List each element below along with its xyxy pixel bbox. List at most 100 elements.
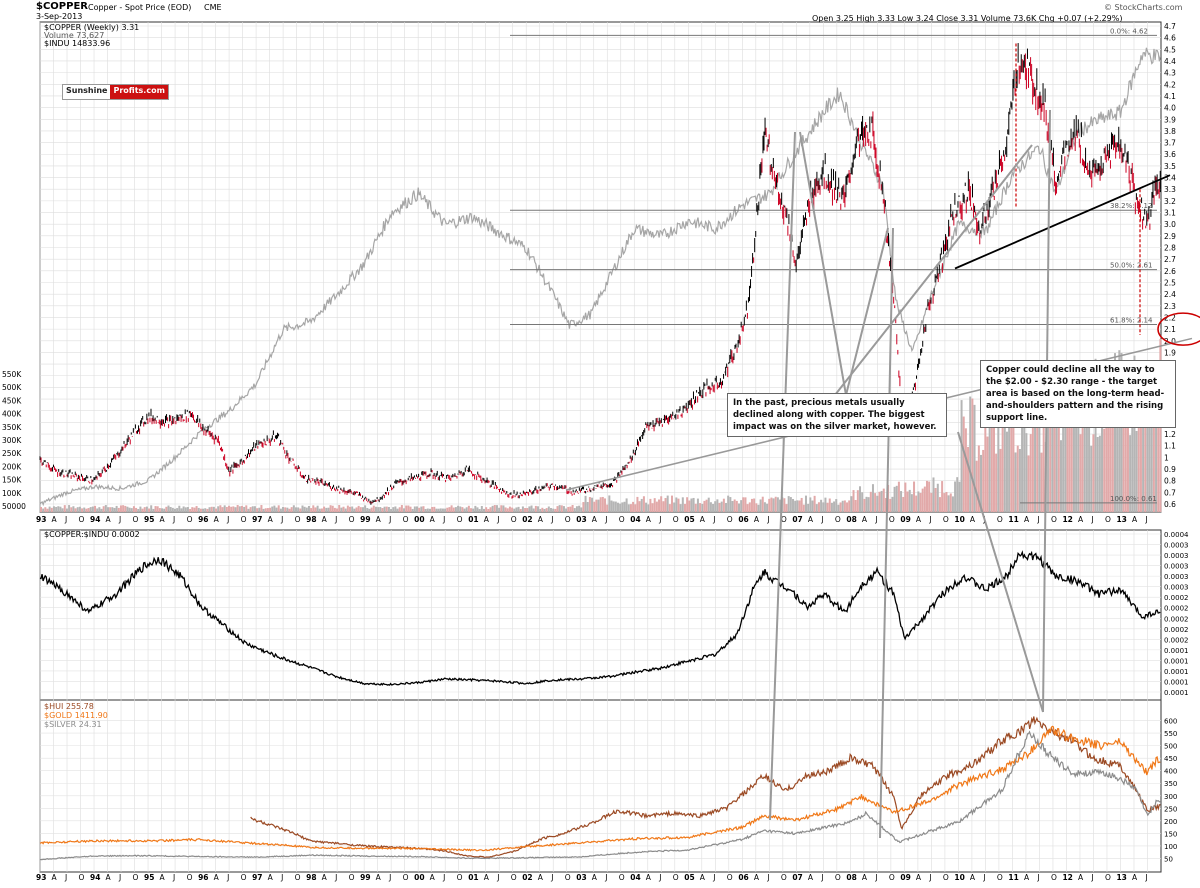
- volume-bar: [223, 505, 226, 512]
- volume-bar: [662, 501, 665, 512]
- x-tick-label-bottom: J: [64, 873, 67, 882]
- volume-bar: [720, 501, 723, 512]
- volume-bar: [763, 502, 766, 512]
- volume-bar: [48, 506, 51, 512]
- volume-bar: [366, 507, 369, 512]
- volume-bar: [277, 505, 280, 512]
- volume-bar: [459, 506, 462, 512]
- volume-bar: [943, 493, 946, 512]
- ratio-tick-label: 0.0003: [1164, 542, 1189, 550]
- volume-bar: [1018, 448, 1021, 512]
- x-tick-label-bottom: A: [754, 873, 760, 882]
- y-tick-label: 1.9: [1164, 348, 1176, 357]
- volume-bar: [91, 506, 94, 512]
- pm-tick-label: 500: [1164, 743, 1177, 751]
- volume-bar: [1122, 376, 1125, 512]
- volume-bar: [980, 454, 983, 512]
- volume-bar: [189, 508, 192, 512]
- ratio-tick-label: 0.0003: [1164, 552, 1189, 560]
- ratio-tick-label: 0.0001: [1164, 647, 1189, 655]
- volume-bar: [863, 498, 866, 512]
- volume-bar: [333, 507, 336, 512]
- volume-bar: [817, 502, 820, 512]
- x-tick-label-top: A: [1132, 515, 1138, 524]
- volume-bar: [539, 508, 542, 512]
- volume-bar: [1075, 371, 1078, 512]
- volume-bar: [614, 501, 617, 512]
- volume-bar: [413, 506, 416, 512]
- volume-bar: [284, 507, 287, 512]
- volume-bar: [688, 500, 691, 512]
- x-tick-label-bottom: O: [295, 873, 301, 882]
- volume-bar: [664, 498, 667, 512]
- volume-bar: [1064, 373, 1067, 512]
- volume-bar: [1103, 428, 1106, 512]
- x-tick-label-top: A: [322, 515, 328, 524]
- volume-bar: [824, 497, 827, 512]
- x-tick-label-bottom: O: [1105, 873, 1111, 882]
- volume-bar: [960, 400, 963, 512]
- volume-bar: [1023, 383, 1026, 512]
- volume-bar: [714, 501, 717, 512]
- chart-date: 3-Sep-2013: [36, 12, 83, 21]
- y-tick-label: 2.7: [1164, 255, 1176, 264]
- ratio-tick-label: 0.0002: [1164, 626, 1189, 634]
- volume-bar: [1036, 416, 1039, 512]
- volume-bar: [104, 505, 107, 512]
- volume-bar: [757, 504, 760, 512]
- x-tick-label-bottom: O: [727, 873, 733, 882]
- volume-bar: [115, 505, 118, 512]
- volume-bar: [478, 509, 481, 512]
- volume-bar: [675, 497, 678, 512]
- volume-bar: [1031, 391, 1034, 512]
- volume-bar: [1148, 391, 1151, 512]
- y-tick-label: 2.0: [1164, 337, 1176, 346]
- volume-bar: [774, 496, 777, 512]
- volume-bar: [964, 428, 967, 512]
- volume-bar: [809, 497, 812, 512]
- volume-bar: [871, 484, 874, 512]
- y-tick-label: 2.9: [1164, 232, 1176, 241]
- volume-bar: [815, 504, 818, 512]
- volume-bar: [452, 507, 455, 512]
- y-tick-label: 2.2: [1164, 313, 1176, 322]
- x-tick-label-bottom: A: [808, 873, 814, 882]
- x-tick-label-top: A: [214, 515, 220, 524]
- volume-bar: [141, 508, 144, 512]
- volume-bar: [297, 507, 300, 512]
- x-tick-label-bottom: O: [1051, 873, 1057, 882]
- volume-bar: [854, 499, 857, 512]
- volume-bar: [65, 508, 68, 512]
- volume-bar: [807, 503, 810, 512]
- volume-bar: [286, 507, 289, 512]
- volume-bar: [273, 505, 276, 512]
- volume-tick-label: 150K: [2, 476, 22, 485]
- volume-bar: [320, 508, 323, 512]
- x-tick-label-top: A: [268, 515, 274, 524]
- x-tick-label-top: O: [1105, 515, 1111, 524]
- volume-bar: [485, 507, 488, 512]
- volume-bar: [835, 499, 838, 512]
- x-tick-label-bottom: J: [658, 873, 661, 882]
- y-tick-label: 0.9: [1164, 465, 1176, 474]
- x-tick-label-top: A: [538, 515, 544, 524]
- x-tick-label-top: A: [592, 515, 598, 524]
- volume-bar: [766, 503, 769, 512]
- x-tick-label-top: 03: [576, 515, 586, 524]
- x-tick-label-top: A: [808, 515, 814, 524]
- volume-bar: [904, 482, 907, 512]
- x-tick-label-top: 97: [252, 515, 262, 524]
- ohlc-readout: Open 3.25 High 3.33 Low 3.24 Close 3.31 …: [812, 14, 1123, 23]
- volume-bar: [846, 502, 849, 512]
- volume-bar: [524, 508, 527, 512]
- x-tick-label-top: O: [889, 515, 895, 524]
- volume-bar: [923, 486, 926, 512]
- volume-bar: [506, 508, 509, 512]
- volume-bar: [403, 508, 406, 512]
- legend-copper: $COPPER (Weekly) 3.31: [44, 23, 140, 32]
- volume-bar: [251, 506, 254, 512]
- volume-bar: [489, 507, 492, 512]
- x-tick-label-bottom: J: [226, 873, 229, 882]
- x-tick-label-top: O: [511, 515, 517, 524]
- volume-bar: [1085, 423, 1088, 512]
